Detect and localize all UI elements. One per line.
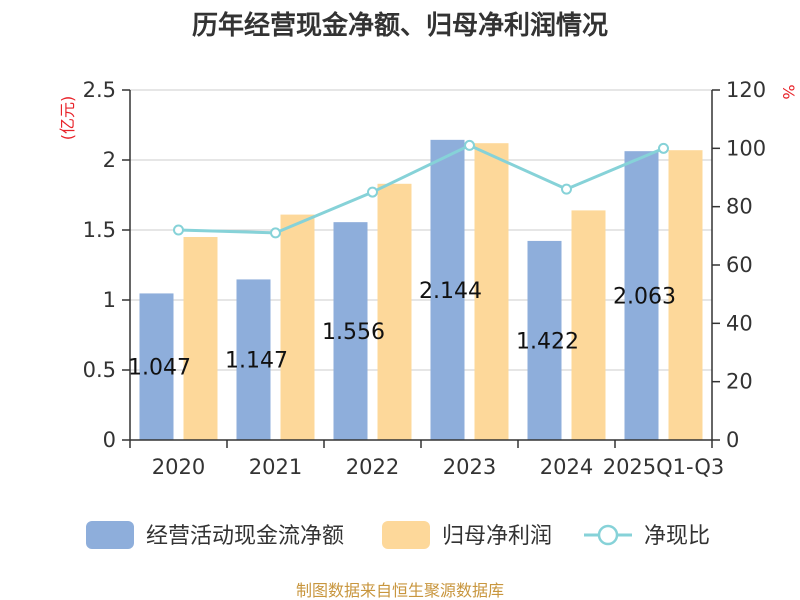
net-profit-bar (474, 143, 509, 440)
x-tick-label: 2025Q1-Q3 (603, 455, 725, 479)
right-tick-label: 20 (726, 370, 753, 394)
x-tick-label: 2021 (249, 455, 302, 479)
net-profit-bar (280, 214, 315, 440)
legend-ratio-label: 净现比 (644, 524, 710, 549)
cash-flow-value-label: 1.422 (516, 329, 579, 354)
cash-flow-value-label: 2.063 (613, 285, 676, 310)
cash-flow-bar (527, 240, 562, 440)
chart-title: 历年经营现金净额、归母净利润情况 (192, 10, 608, 41)
net-profit-bar (377, 183, 412, 441)
cash-flow-value-label: 1.556 (322, 320, 385, 345)
cash-flow-bar (624, 151, 659, 440)
ratio-point (173, 224, 184, 236)
x-tick-label: 2022 (346, 455, 399, 479)
left-tick-label: 0 (103, 428, 116, 452)
cash-flow-bar (430, 139, 465, 440)
net-profit-bar (668, 150, 703, 440)
ratio-point (270, 227, 281, 239)
left-tick-label: 1.5 (83, 218, 116, 242)
bars-group (139, 139, 703, 441)
ratio-point (561, 183, 572, 195)
net-profit-bar (183, 237, 218, 440)
cash-flow-bar (236, 279, 271, 440)
right-tick-label: 100 (726, 136, 766, 160)
right-axis-unit: % (779, 84, 798, 99)
legend-ratio-marker (597, 524, 619, 546)
left-axis-unit: (亿元) (58, 96, 77, 141)
source-note: 制图数据来自恒生聚源数据库 (296, 581, 504, 600)
legend-cash-swatch (86, 521, 134, 549)
right-tick-label: 40 (726, 311, 753, 335)
left-tick-label: 2.5 (83, 78, 116, 102)
right-tick-label: 60 (726, 253, 753, 277)
x-tick-label: 2023 (443, 455, 496, 479)
right-tick-label: 0 (726, 428, 739, 452)
x-tick-label: 2020 (152, 455, 205, 479)
bar-labels-group: 1.047 1.147 1.556 2.144 1.422 2.063 (128, 279, 676, 381)
left-tick-label: 1 (103, 288, 116, 312)
cash-flow-value-label: 1.047 (128, 356, 191, 381)
cash-flow-bar (333, 222, 368, 440)
cash-flow-value-label: 2.144 (419, 279, 482, 304)
cash-flow-value-label: 1.147 (225, 349, 288, 374)
left-tick-label: 2 (103, 148, 116, 172)
right-tick-label: 120 (726, 78, 766, 102)
net-profit-bar (571, 210, 606, 440)
ratio-point (464, 139, 475, 151)
axes-group: 0 0.5 1 1.5 2 2.5 0 20 40 60 80 100 120 2020 2021 2022 2… (58, 78, 798, 479)
x-tick-label: 2024 (540, 455, 593, 479)
legend-profit-label: 归母净利润 (442, 524, 552, 549)
ratio-point (658, 142, 669, 154)
right-tick-label: 80 (726, 195, 753, 219)
legend: 经营活动现金流净额 归母净利润 净现比 (86, 521, 710, 549)
left-tick-label: 0.5 (83, 358, 116, 382)
legend-profit-swatch (382, 521, 430, 549)
cash-flow-bar (139, 293, 174, 440)
ratio-line (178, 143, 665, 235)
legend-cash-label: 经营活动现金流净额 (146, 524, 344, 549)
ratio-line-group (173, 139, 669, 239)
ratio-point (367, 186, 378, 198)
